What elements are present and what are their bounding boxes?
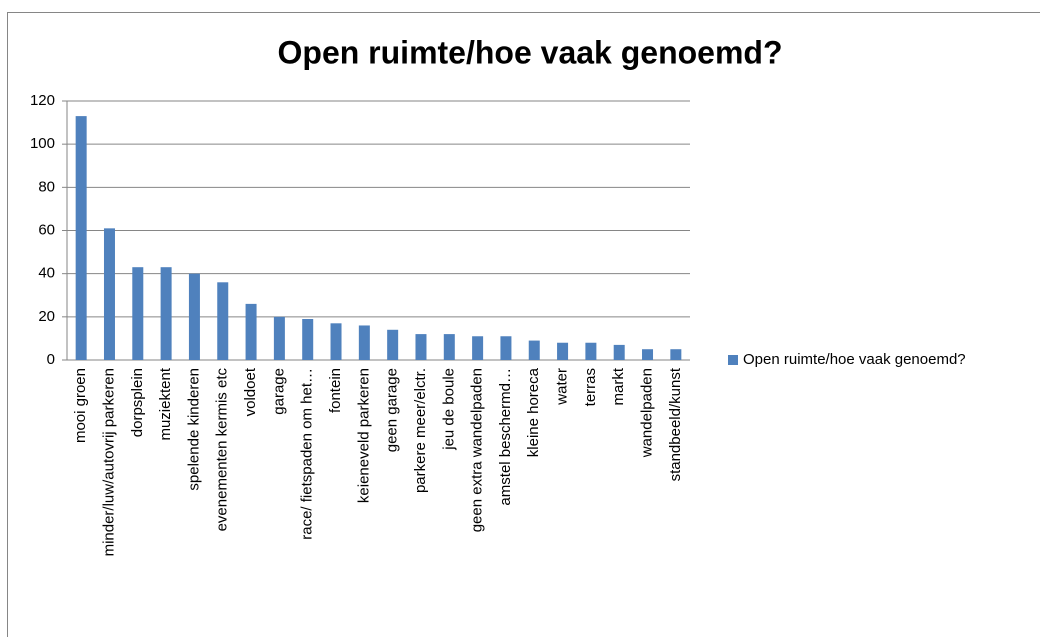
chart-title: Open ruimte/hoe vaak genoemd? [278,34,783,70]
x-tick-label: standbeeld/kunst [667,367,684,481]
bar [500,336,512,360]
x-tick-label: race/ fietspaden om het… [299,368,316,540]
x-tick-label: markt [610,367,627,405]
bar [103,228,115,360]
y-tick-label: 20 [38,308,55,325]
x-tick-label: fontein [327,368,344,413]
x-tick-label: geen garage [384,368,401,452]
x-tick-label: garage [270,368,287,415]
bar [670,349,682,360]
bar [528,340,540,360]
bar [358,325,370,360]
legend-label: Open ruimte/hoe vaak genoemd? [743,351,966,368]
bar [557,342,569,360]
x-tick-label: wandelpaden [638,368,655,458]
bar [245,303,257,360]
bar [132,267,144,360]
bar [472,336,484,360]
bar [642,349,654,360]
bar [387,329,399,360]
bar [188,273,200,360]
bar [443,334,455,360]
y-tick-label: 60 [38,221,55,238]
x-tick-label: kleine horeca [525,367,542,457]
x-tick-label: jeu de boule [440,368,457,451]
bar [613,344,625,360]
x-tick-label: parkere meer/elctr. [412,368,429,493]
bar [75,116,87,360]
bar [330,323,342,360]
y-tick-label: 80 [38,178,55,195]
bar [415,334,427,360]
y-tick-label: 0 [47,351,55,368]
x-tick-label: keieneveld parkeren [355,368,372,503]
y-tick-label: 100 [30,135,55,152]
x-tick-label: spelende kinderen [185,368,202,491]
x-tick-label: mooi groen [72,368,89,443]
x-tick-label: geen extra wandelpaden [469,368,486,532]
bar [273,316,285,360]
x-tick-label: minder/luw/autovrij parkeren [100,368,117,556]
bar [160,267,172,360]
x-tick-label: muziektent [157,367,174,440]
x-tick-label: evenementen kermis etc [214,368,231,532]
bar [217,282,229,360]
bar [302,318,314,360]
bar [585,342,597,360]
legend-swatch [728,355,738,365]
x-tick-label: amstel beschermd… [497,368,514,506]
y-tick-label: 120 [30,92,55,109]
x-tick-label: voldoet [242,367,259,416]
x-tick-label: dorpsplein [129,368,146,437]
y-tick-label: 40 [38,265,55,282]
x-tick-label: terras [582,368,599,406]
chart-frame [7,12,1040,637]
x-tick-label: water [554,368,571,406]
